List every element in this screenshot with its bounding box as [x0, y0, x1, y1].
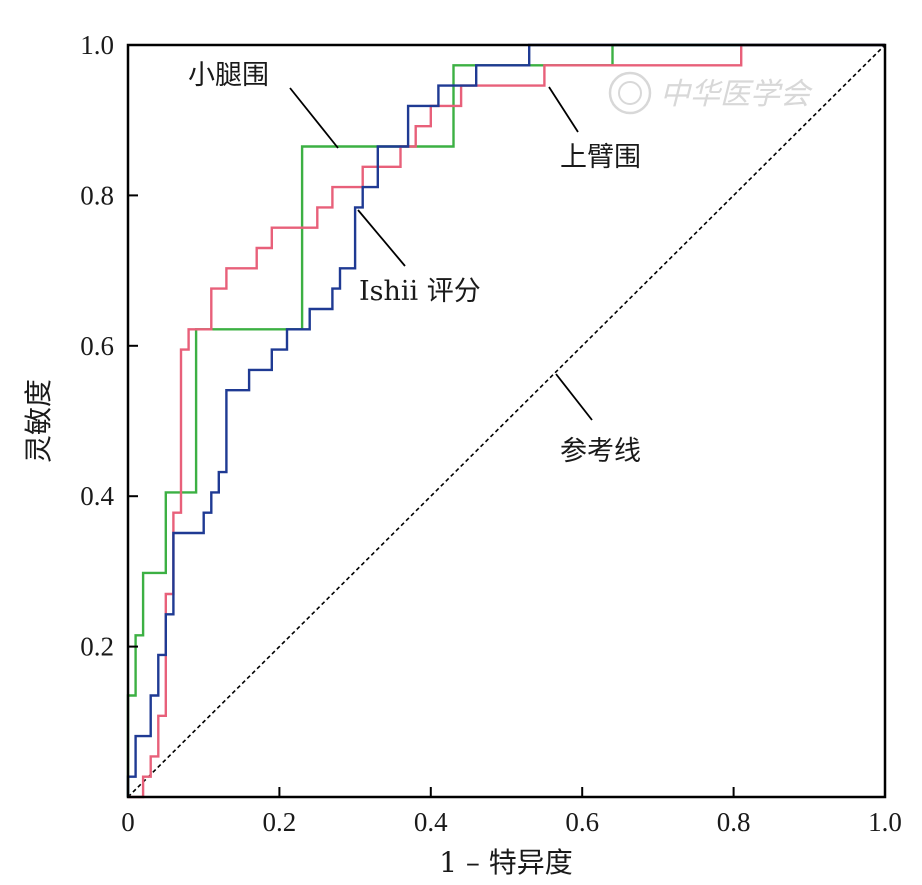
- series-line-1: [128, 43, 885, 799]
- x-tick-label: 0.4: [414, 807, 448, 837]
- annotation-leader-calf: [289, 87, 339, 149]
- annotation-calf-label: 小腿围: [188, 60, 269, 91]
- x-tick-label: 1.0: [868, 807, 902, 837]
- watermark-text: 中华医学会: [660, 77, 813, 112]
- x-tick-label: 0.6: [565, 807, 599, 837]
- y-tick-label: 0.4: [80, 481, 114, 511]
- y-tick-label: 0.2: [80, 632, 114, 662]
- x-tick-label: 0.2: [263, 807, 297, 837]
- series-line-3: [127, 44, 886, 798]
- y-tick-label: 0.8: [80, 180, 114, 210]
- y-tick-label: 1.0: [80, 30, 114, 60]
- y-tick-label: 0.6: [80, 331, 114, 361]
- x-axis-title: 1 – 特异度: [439, 846, 573, 879]
- watermark: 中华医学会: [608, 71, 813, 115]
- x-tick-label: 0: [121, 807, 135, 837]
- x-tick-label: 0.8: [717, 807, 751, 837]
- annotation-leader-arm: [548, 86, 579, 133]
- annotation-leader-ishii: [357, 209, 406, 267]
- annotation-leader-reference: [555, 373, 593, 421]
- watermark-seal-inner-icon: [618, 81, 642, 105]
- plot-frame: [126, 43, 887, 799]
- y-axis-title: 灵敏度: [22, 379, 55, 463]
- annotation-reference-label: 参考线: [560, 436, 641, 467]
- series-line-2: [126, 43, 885, 797]
- annotation-arm-label: 上臂围: [560, 142, 641, 173]
- watermark-seal-icon: [608, 71, 652, 115]
- annotation-ishii-label: Ishii 评分: [359, 276, 481, 307]
